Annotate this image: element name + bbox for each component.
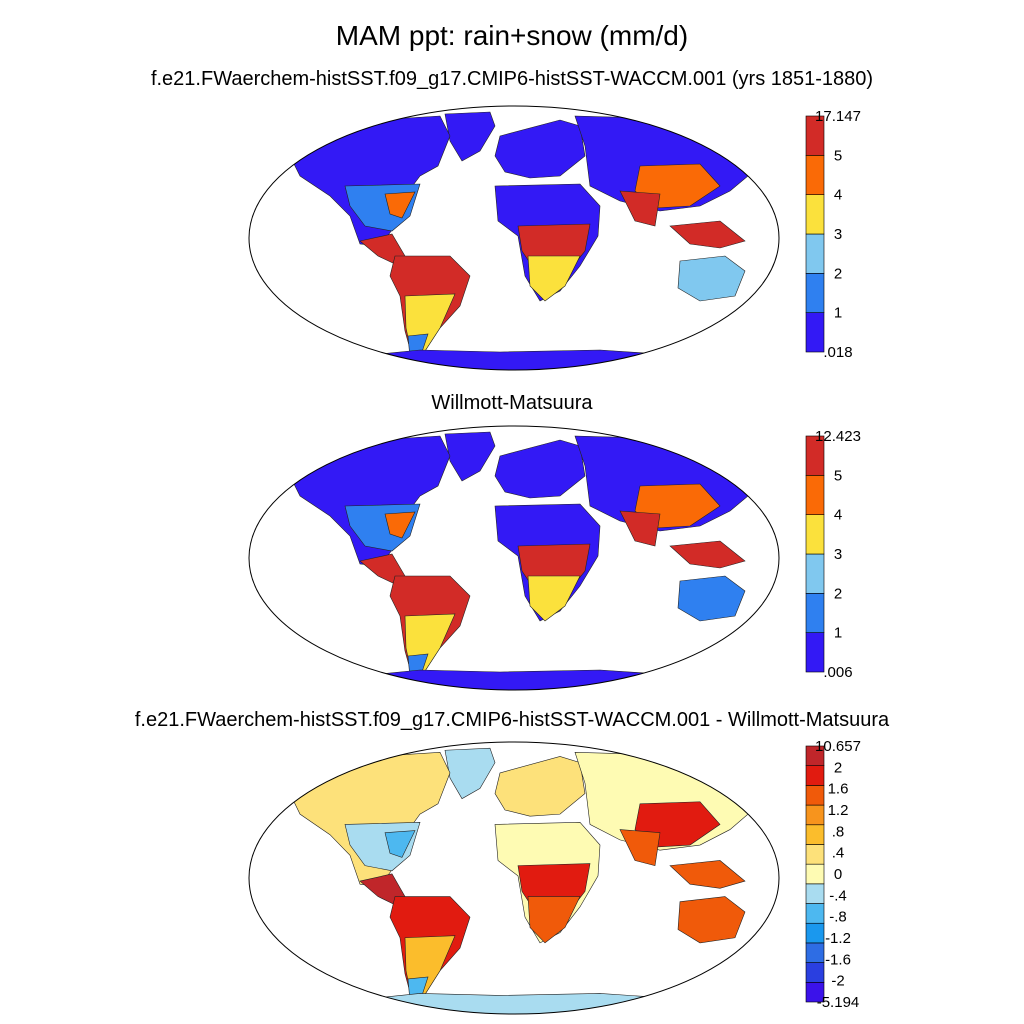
india (619, 510, 661, 547)
europe (494, 756, 586, 817)
australia (677, 255, 746, 302)
colorbar-swatch (805, 922, 825, 944)
africa-south (527, 575, 581, 622)
colorbar-label: -5.194 (817, 994, 860, 1011)
greenland (444, 431, 496, 482)
australia (677, 575, 746, 622)
colorbar-swatch (805, 883, 825, 904)
australia (677, 896, 746, 944)
colorbar-swatch (805, 312, 825, 353)
colorbar-label: -2 (831, 973, 844, 990)
panel-2-map: 12.423 5 4 3 2 1 .006 (248, 425, 861, 691)
colorbar-label: -.8 (829, 909, 847, 926)
maritime-continent (669, 220, 746, 249)
colorbar-swatch (805, 435, 825, 476)
colorbar-label: 4 (834, 507, 842, 524)
maritime-continent (669, 860, 746, 889)
colorbar-swatch (805, 115, 825, 156)
panel-1-map: 17.147 5 4 3 2 1 .018 (248, 105, 861, 371)
europe (494, 439, 586, 499)
panel-1-title: f.e21.FWaerchem-histSST.f09_g17.CMIP6-hi… (150, 68, 874, 90)
continents (284, 747, 771, 1014)
colorbar-swatch (805, 785, 825, 806)
colorbar-swatch (805, 593, 825, 633)
globe-outline (248, 105, 780, 371)
globe-outline (248, 741, 780, 1015)
panel-2-colorbar: 12.423 5 4 3 2 1 .006 (805, 428, 861, 681)
colorbar-label: 2 (834, 759, 842, 776)
colorbar-label: 2 (834, 585, 842, 602)
greenland (444, 747, 496, 800)
colorbar-swatch (805, 863, 825, 885)
globe-outline (248, 425, 780, 691)
colorbar-label: 5 (834, 467, 842, 484)
colorbar-swatch (805, 942, 825, 963)
colorbar-label: .8 (832, 823, 845, 840)
india (619, 829, 661, 867)
figure-title: MAM ppt: rain+snow (mm/d) (335, 20, 689, 51)
colorbar-label: 0 (834, 866, 842, 883)
colorbar-swatch (805, 514, 825, 555)
panel-2-title: Willmott-Matsuura (431, 392, 593, 414)
colorbar-label: -1.6 (825, 951, 851, 968)
colorbar-swatch (805, 194, 825, 235)
north-america-southeast (384, 830, 416, 858)
colorbar-swatch (805, 273, 825, 313)
colorbar-swatch (805, 804, 825, 826)
colorbar-label: 1.2 (828, 802, 849, 819)
colorbar-label: 5 (834, 147, 842, 164)
colorbar-swatch (805, 903, 825, 924)
colorbar-label: 2 (834, 265, 842, 282)
panel-3-title: f.e21.FWaerchem-histSST.f09_g17.CMIP6-hi… (134, 709, 890, 731)
colorbar-swatch (805, 233, 825, 274)
africa-south (527, 255, 581, 302)
colorbar-label: 3 (834, 546, 842, 563)
europe (494, 119, 586, 179)
colorbar-label: -.4 (829, 887, 847, 904)
africa-south (527, 896, 581, 944)
colorbar-swatch (805, 962, 825, 983)
colorbar-label: 1 (834, 305, 842, 322)
north-america-southeast (384, 191, 416, 219)
india (619, 190, 661, 227)
colorbar-swatch (805, 632, 825, 673)
colorbar-label: 3 (834, 226, 842, 243)
colorbar-label: 1 (834, 625, 842, 642)
panel-3-map: 10.657 2 1.6 1.2 .8 .4 0 -.4 -.8 -1.2 -1.6 -2 -5.194 (248, 738, 861, 1015)
panel-3-globe (248, 741, 780, 1015)
panel-1-colorbar: 17.147 5 4 3 2 1 .018 (805, 108, 861, 361)
colorbar-swatch (805, 475, 825, 515)
colorbar-swatch (805, 745, 825, 766)
colorbar-label: .018 (823, 344, 852, 361)
colorbar-label: 10.657 (815, 738, 861, 755)
colorbar-swatch (805, 155, 825, 195)
colorbar-swatch (805, 824, 825, 845)
colorbar-label: .006 (823, 664, 852, 681)
colorbar-label: 17.147 (815, 108, 861, 125)
north-america-southeast (384, 511, 416, 539)
colorbar-label: .4 (832, 845, 845, 862)
colorbar-swatch (805, 765, 825, 786)
panel-3-colorbar: 10.657 2 1.6 1.2 .8 .4 0 -.4 -.8 -1.2 -1.6 -2 -5.194 (805, 738, 861, 1011)
panel-2-globe (248, 425, 780, 691)
colorbar-label: 1.6 (828, 781, 849, 798)
greenland (444, 111, 496, 162)
colorbar-swatch (805, 553, 825, 594)
maritime-continent (669, 540, 746, 569)
colorbar-swatch (805, 844, 825, 865)
colorbar-label: -1.2 (825, 930, 851, 947)
colorbar-label: 12.423 (815, 428, 861, 445)
colorbar-label: 4 (834, 187, 842, 204)
panel-1-globe (248, 105, 780, 371)
